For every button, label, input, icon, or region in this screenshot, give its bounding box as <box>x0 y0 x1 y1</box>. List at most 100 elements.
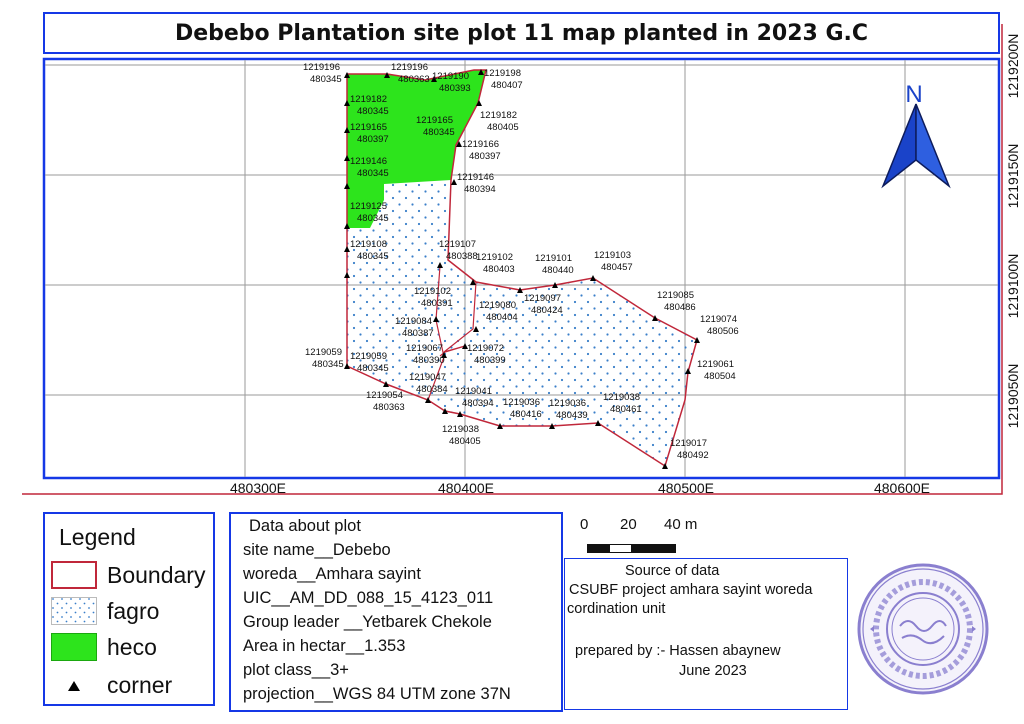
point-easting-label: 480363 <box>398 74 430 85</box>
heco-swatch <box>51 633 97 661</box>
point-easting-label: 480407 <box>491 80 523 91</box>
title-box: Debebo Plantation site plot 11 map plant… <box>43 12 1000 54</box>
point-easting-label: 480345 <box>312 359 344 370</box>
point-northing-label: 1219072 <box>467 343 504 354</box>
point-northing-label: 1219182 <box>480 110 517 121</box>
point-easting-label: 480393 <box>439 83 471 94</box>
x-grid-label: 480500E <box>658 480 714 496</box>
point-easting-label: 480461 <box>610 404 642 415</box>
legend-label: corner <box>107 672 173 698</box>
y-grid-label: 1219050N <box>1005 364 1021 429</box>
corner-marker <box>344 363 350 369</box>
x-grid-labels: 480300E 480400E 480500E 480600E <box>230 480 930 496</box>
point-northing-label: 1219041 <box>455 386 492 397</box>
corner-marker <box>462 343 468 349</box>
point-easting-label: 480403 <box>483 264 515 275</box>
point-easting-label: 480363 <box>373 402 405 413</box>
corner-marker <box>344 183 350 189</box>
point-northing-label: 1219166 <box>462 139 499 150</box>
plot-info-line: Group leader __Yetbarek Chekole <box>243 613 492 631</box>
point-easting-label: 480440 <box>542 265 574 276</box>
source-box: Source of data CSUBF project amhara sayi… <box>564 558 848 710</box>
plot-info-line: woreda__Amhara sayint <box>243 565 421 583</box>
point-northing-label: 1219102 <box>476 252 513 263</box>
legend-item-heco: heco <box>51 633 157 661</box>
point-northing-label: 1219017 <box>670 438 707 449</box>
point-easting-label: 480397 <box>469 151 501 162</box>
corner-marker <box>517 287 523 293</box>
point-northing-label: 1219085 <box>657 290 694 301</box>
legend-item-corner: corner <box>51 672 172 699</box>
point-northing-label: 1219103 <box>594 250 631 261</box>
source-heading: Source of data <box>625 563 720 579</box>
official-seal-icon <box>857 563 989 695</box>
corner-marker <box>433 316 439 322</box>
corner-marker <box>344 246 350 252</box>
north-label: N <box>905 81 922 108</box>
plot-info-line: UIC__AM_DD_088_15_4123_011 <box>243 589 494 607</box>
corner-marker <box>456 141 462 147</box>
point-northing-label: 1219190 <box>432 71 469 82</box>
point-easting-label: 480486 <box>664 302 696 313</box>
x-grid-label: 480300E <box>230 480 286 496</box>
point-easting-label: 480394 <box>462 398 494 409</box>
point-easting-label: 480506 <box>707 326 739 337</box>
map-title: Debebo Plantation site plot 11 map plant… <box>174 20 869 46</box>
plot-info-box: Data about plot site name__Debebo woreda… <box>229 512 563 712</box>
corner-marker <box>549 423 555 429</box>
point-northing-label: 1219196 <box>391 62 428 73</box>
scale-bar <box>587 544 676 553</box>
corner-marker <box>470 279 476 285</box>
corner-marker <box>552 282 558 288</box>
point-northing-label: 1219036 <box>549 398 586 409</box>
point-easting-label: 480405 <box>449 436 481 447</box>
point-northing-label: 1219067 <box>406 343 443 354</box>
scale-label: 0 <box>580 516 589 533</box>
corner-marker <box>383 381 389 387</box>
plot-info-heading: Data about plot <box>249 517 361 535</box>
legend-box: Legend Boundary fagro heco corner <box>43 512 215 706</box>
point-northing-label: 1219097 <box>524 293 561 304</box>
point-northing-label: 1219107 <box>439 239 476 250</box>
point-northing-label: 1219165 <box>416 115 453 126</box>
corner-marker <box>344 272 350 278</box>
point-easting-label: 480345 <box>357 106 389 117</box>
boundary-swatch <box>51 561 97 589</box>
y-grid-label: 1219150N <box>1005 144 1021 209</box>
point-northing-label: 1219059 <box>350 351 387 362</box>
corner-markers <box>344 69 700 469</box>
point-northing-label: 1219054 <box>366 390 403 401</box>
corner-marker <box>451 179 457 185</box>
point-easting-label: 480405 <box>487 122 519 133</box>
legend-label: Boundary <box>107 561 206 588</box>
plot-info-line: projection__WGS 84 UTM zone 37N <box>243 685 511 703</box>
point-easting-label: 480391 <box>421 298 453 309</box>
heco-area <box>347 70 486 228</box>
corner-marker <box>441 352 447 358</box>
prepared-by: prepared by :- Hassen abaynew <box>575 643 781 659</box>
legend-label: fagro <box>107 597 160 624</box>
plot-info-line: plot class__3+ <box>243 661 349 679</box>
point-easting-label: 480345 <box>357 213 389 224</box>
point-northing-label: 1219101 <box>535 253 572 264</box>
source-line: cordination unit <box>567 601 666 617</box>
fagro-swatch <box>51 597 97 625</box>
inner-boundary-2 <box>427 265 445 401</box>
point-easting-label: 480345 <box>310 74 342 85</box>
x-grid-label: 480600E <box>874 480 930 496</box>
corner-marker <box>344 155 350 161</box>
corner-marker <box>344 127 350 133</box>
point-easting-label: 480439 <box>556 410 588 421</box>
point-easting-label: 480384 <box>416 384 448 395</box>
point-northing-label: 1219080 <box>479 300 516 311</box>
scale-label: 40 m <box>664 516 698 533</box>
corner-marker <box>344 223 350 229</box>
x-grid-label: 480400E <box>438 480 494 496</box>
north-arrow-icon: N <box>881 81 951 189</box>
point-northing-label: 1219059 <box>305 347 342 358</box>
point-easting-label: 480388 <box>446 251 478 262</box>
point-easting-label: 480345 <box>357 168 389 179</box>
prepared-date: June 2023 <box>679 663 747 679</box>
corner-marker <box>431 76 437 82</box>
